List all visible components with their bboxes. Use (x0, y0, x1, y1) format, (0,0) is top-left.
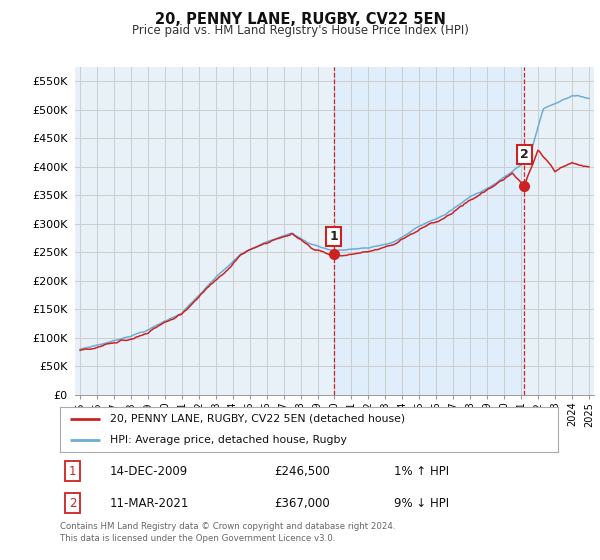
Text: 14-DEC-2009: 14-DEC-2009 (110, 465, 188, 478)
Text: £246,500: £246,500 (274, 465, 330, 478)
Text: 1% ↑ HPI: 1% ↑ HPI (394, 465, 449, 478)
Text: 2: 2 (520, 148, 529, 161)
Text: HPI: Average price, detached house, Rugby: HPI: Average price, detached house, Rugb… (110, 435, 347, 445)
Text: £367,000: £367,000 (274, 497, 330, 510)
Text: 9% ↓ HPI: 9% ↓ HPI (394, 497, 449, 510)
Text: 11-MAR-2021: 11-MAR-2021 (110, 497, 189, 510)
Bar (334, 67, 524, 395)
Text: 20, PENNY LANE, RUGBY, CV22 5EN: 20, PENNY LANE, RUGBY, CV22 5EN (155, 12, 445, 27)
Text: Contains HM Land Registry data © Crown copyright and database right 2024.
This d: Contains HM Land Registry data © Crown c… (60, 522, 395, 543)
Text: 1: 1 (329, 230, 338, 242)
Text: 20, PENNY LANE, RUGBY, CV22 5EN (detached house): 20, PENNY LANE, RUGBY, CV22 5EN (detache… (110, 414, 405, 424)
Text: 1: 1 (69, 465, 76, 478)
Text: 2: 2 (69, 497, 76, 510)
Text: Price paid vs. HM Land Registry's House Price Index (HPI): Price paid vs. HM Land Registry's House … (131, 24, 469, 37)
